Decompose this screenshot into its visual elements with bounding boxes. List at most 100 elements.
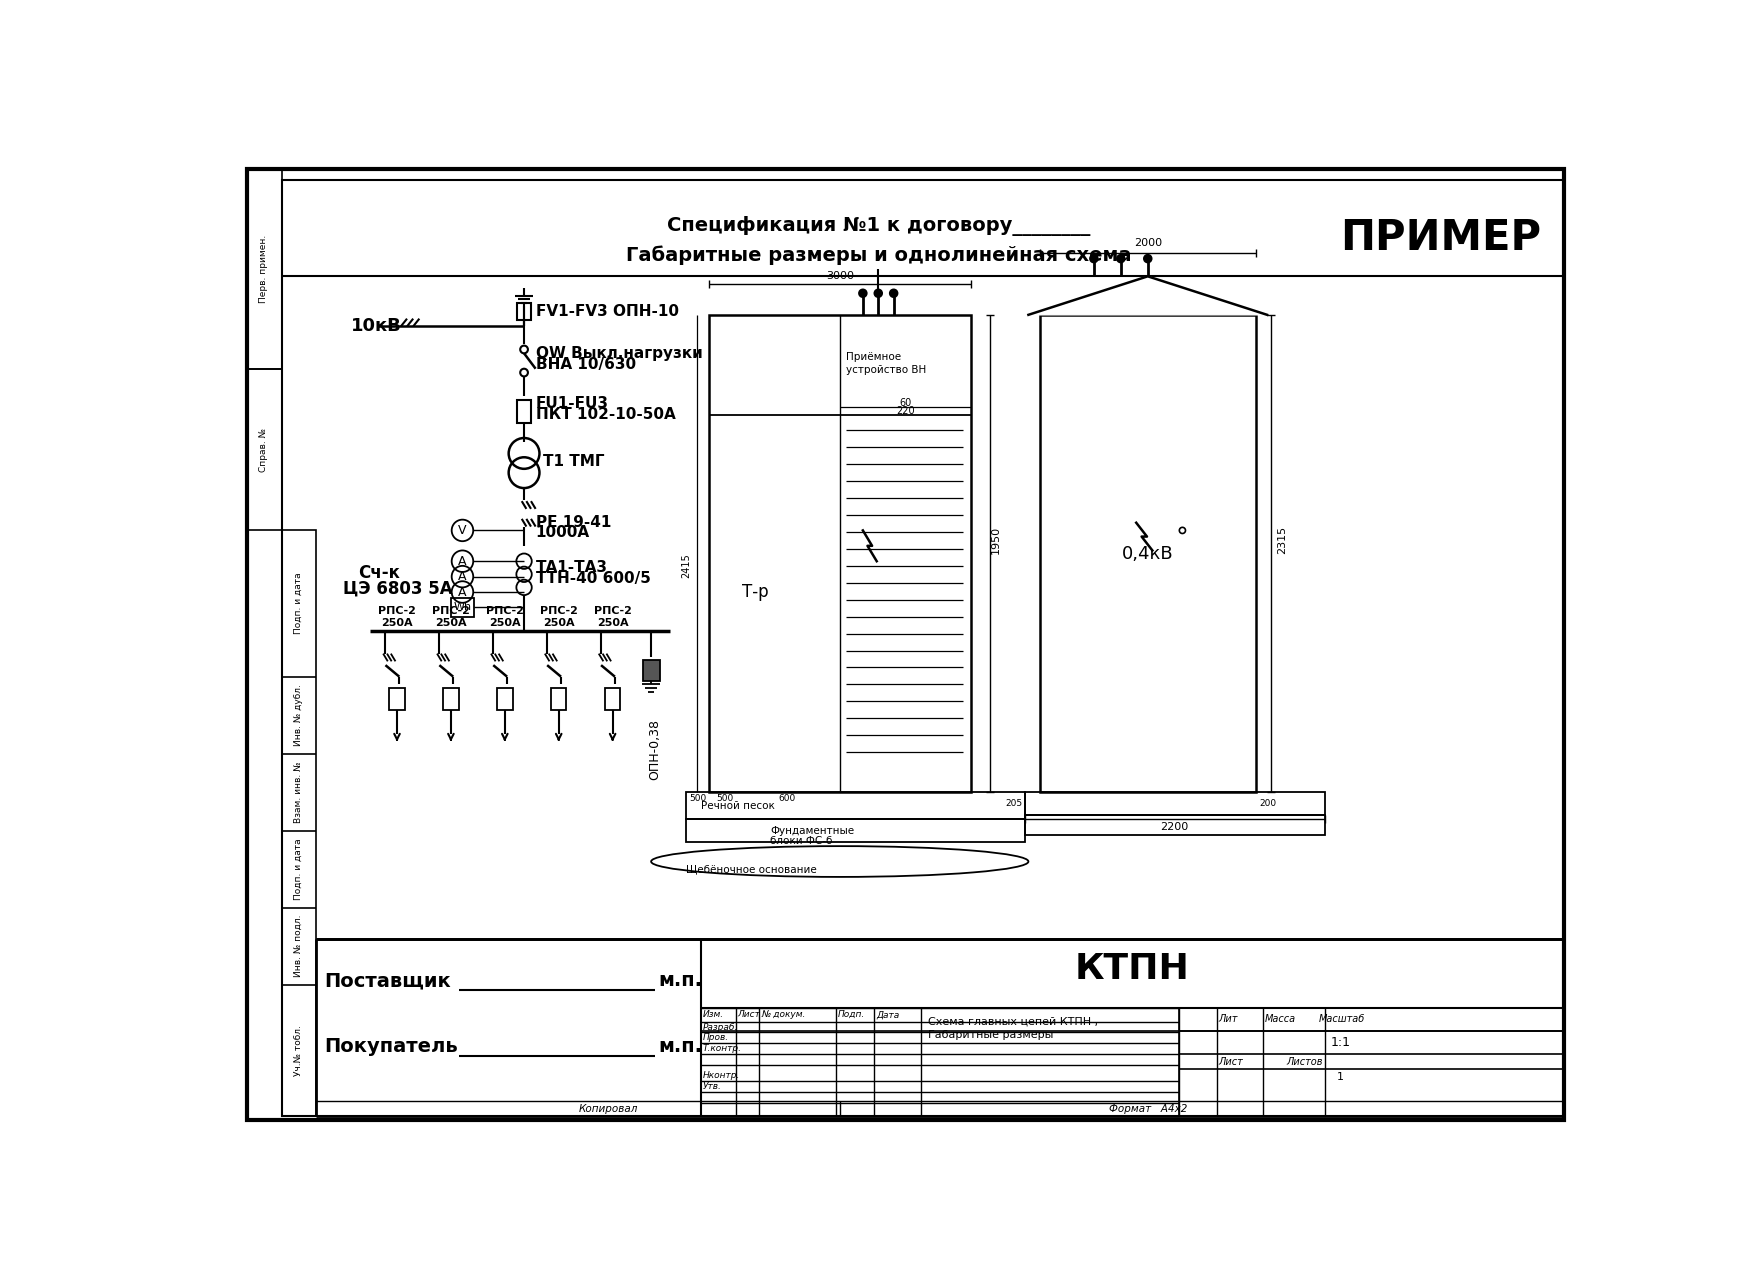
- Text: Пров.: Пров.: [702, 1034, 728, 1042]
- Circle shape: [874, 290, 883, 297]
- Text: Справ. №: Справ. №: [260, 427, 269, 472]
- Text: ПКТ 102-10-50А: ПКТ 102-10-50А: [535, 407, 676, 422]
- Bar: [686, 792, 1025, 819]
- Text: № докум.: № докум.: [762, 1011, 806, 1020]
- Text: Подп. и дата: Подп. и дата: [293, 838, 304, 900]
- Text: ВНА 10/630: ВНА 10/630: [535, 357, 635, 373]
- Text: 250А: 250А: [542, 618, 574, 628]
- Text: 0,4кВ: 0,4кВ: [1121, 545, 1174, 563]
- Text: Листов: Листов: [1286, 1057, 1323, 1067]
- Bar: [390, 688, 405, 709]
- Circle shape: [858, 290, 867, 297]
- Text: Уч.№ тобл.: Уч.№ тобл.: [293, 1025, 304, 1076]
- Text: Габаритные размеры и однолинейная схема: Габаритные размеры и однолинейная схема: [625, 246, 1130, 265]
- Text: 2200: 2200: [1160, 822, 1188, 832]
- Text: Копировал: Копировал: [579, 1104, 639, 1114]
- Circle shape: [1116, 255, 1125, 263]
- Text: Т-р: Т-р: [742, 583, 769, 601]
- Text: 500: 500: [690, 794, 707, 803]
- Text: 250А: 250А: [381, 618, 412, 628]
- Text: РПС-2: РПС-2: [377, 606, 416, 616]
- Bar: [1025, 815, 1325, 835]
- Text: Дата: Дата: [878, 1011, 900, 1020]
- Text: QW Выкл.нагрузки: QW Выкл.нагрузки: [535, 346, 702, 361]
- Text: м.п.: м.п.: [658, 1037, 702, 1055]
- Text: Перв. примен.: Перв. примен.: [260, 235, 269, 302]
- Bar: [518, 399, 532, 422]
- Text: 250А: 250А: [435, 618, 467, 628]
- Text: 10кВ: 10кВ: [351, 318, 402, 336]
- Text: Подп.: Подп.: [839, 1011, 865, 1020]
- Text: Wh: Wh: [453, 602, 472, 612]
- Text: Нконтр.: Нконтр.: [702, 1071, 741, 1079]
- Text: 220: 220: [895, 406, 914, 416]
- Text: ПРИМЕР: ПРИМЕР: [1339, 217, 1541, 259]
- Text: 2000: 2000: [1134, 239, 1162, 249]
- Bar: [709, 315, 971, 792]
- Text: Инв. № дубл.: Инв. № дубл.: [293, 684, 304, 746]
- Text: РЕ 19-41: РЕ 19-41: [535, 516, 611, 531]
- Bar: [444, 688, 458, 709]
- Text: Лист: Лист: [1218, 1057, 1243, 1067]
- Text: РПС-2: РПС-2: [593, 606, 632, 616]
- Text: Лист: Лист: [737, 1011, 760, 1020]
- Text: 205: 205: [1006, 799, 1023, 808]
- Text: ТА1-ТА3: ТА1-ТА3: [535, 560, 607, 575]
- Text: Инв. № подл.: Инв. № подл.: [293, 915, 304, 977]
- Circle shape: [1144, 255, 1151, 263]
- Text: устройство ВН: устройство ВН: [846, 365, 927, 375]
- Text: 1000А: 1000А: [535, 526, 590, 540]
- Text: 2315: 2315: [1278, 526, 1288, 554]
- Text: Изм.: Изм.: [702, 1011, 723, 1020]
- Text: КТПН: КТПН: [1074, 952, 1190, 986]
- Text: РПС-2: РПС-2: [541, 606, 577, 616]
- Text: 200: 200: [1260, 799, 1276, 808]
- Text: V: V: [458, 524, 467, 537]
- Text: РПС-2: РПС-2: [486, 606, 523, 616]
- Text: ЦЭ 6803 5А: ЦЭ 6803 5А: [344, 579, 453, 597]
- Bar: [605, 688, 620, 709]
- Text: Сч-к: Сч-к: [358, 564, 400, 582]
- Text: Масштаб: Масштаб: [1318, 1014, 1365, 1025]
- Text: Габаритные размеры: Габаритные размеры: [928, 1030, 1053, 1040]
- Text: 3000: 3000: [827, 272, 853, 281]
- Text: Взам. инв. №: Взам. инв. №: [293, 762, 304, 823]
- Text: A: A: [458, 586, 467, 598]
- Text: Подп. и дата: Подп. и дата: [293, 573, 304, 634]
- Bar: [497, 688, 512, 709]
- Text: Лит: Лит: [1218, 1014, 1237, 1025]
- Bar: [1025, 792, 1325, 815]
- Text: Формат   А4х2: Формат А4х2: [1109, 1104, 1186, 1114]
- Bar: [247, 369, 281, 531]
- Text: Разраб.: Разраб.: [702, 1022, 737, 1031]
- Bar: [518, 304, 532, 320]
- Text: Речной песок: Речной песок: [702, 801, 776, 812]
- Text: ОПН-0,38: ОПН-0,38: [648, 720, 662, 781]
- Text: Щебёночное основание: Щебёночное основание: [686, 864, 816, 874]
- Text: 60: 60: [899, 398, 911, 408]
- Text: Т.контр.: Т.контр.: [702, 1044, 742, 1053]
- Circle shape: [890, 290, 897, 297]
- Text: Фундаментные: Фундаментные: [770, 826, 855, 836]
- Bar: [642, 660, 660, 681]
- Bar: [1041, 315, 1255, 792]
- Text: Схема главных цепей КТПН ,: Схема главных цепей КТПН ,: [928, 1017, 1099, 1027]
- Bar: [686, 819, 1025, 842]
- Text: РПС-2: РПС-2: [432, 606, 470, 616]
- Text: FU1-FU3: FU1-FU3: [535, 396, 609, 411]
- Text: 500: 500: [716, 794, 734, 803]
- Bar: [281, 531, 316, 1115]
- Text: блоки ФС-б: блоки ФС-б: [770, 836, 834, 846]
- Text: 1: 1: [1337, 1072, 1344, 1082]
- Text: Покупатель: Покупатель: [325, 1037, 458, 1055]
- Text: 1:1: 1:1: [1330, 1036, 1350, 1049]
- Text: A: A: [458, 570, 467, 583]
- Text: м.п.: м.п.: [658, 971, 702, 990]
- Text: Спецификация №1 к договору________: Спецификация №1 к договору________: [667, 216, 1090, 236]
- Text: 600: 600: [777, 794, 795, 803]
- Polygon shape: [1028, 277, 1267, 315]
- Text: 250А: 250А: [490, 618, 521, 628]
- Text: FV1-FV3 ОПН-10: FV1-FV3 ОПН-10: [535, 304, 679, 319]
- Text: ТТН-40 600/5: ТТН-40 600/5: [535, 570, 651, 586]
- Text: 250А: 250А: [597, 618, 628, 628]
